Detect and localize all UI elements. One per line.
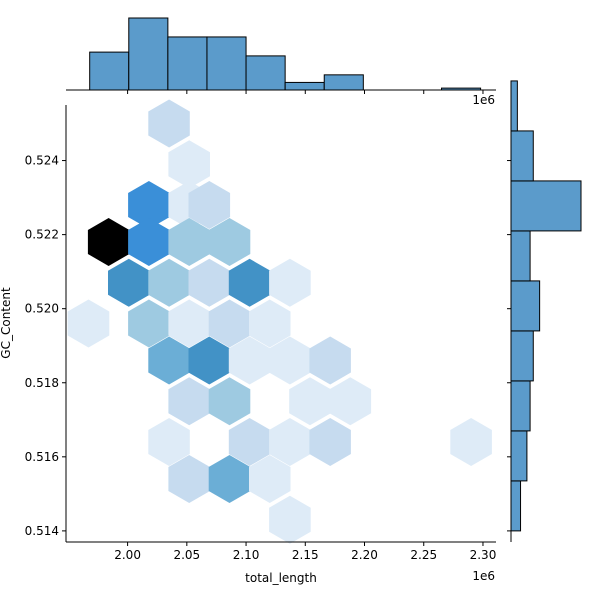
hexbin-cell-20 <box>188 336 231 385</box>
hexbin-cell-19 <box>148 336 190 385</box>
hexbin-cell-36 <box>269 495 311 544</box>
hexbin-layer <box>67 99 492 544</box>
top-hist-bar-2 <box>167 36 208 91</box>
hexbin-cell-32 <box>450 418 492 466</box>
hexbin-cell-12 <box>228 258 271 307</box>
top-hist-bar-0 <box>89 51 130 91</box>
hexbin-cell-21 <box>228 336 271 385</box>
y-tick-label-2: 0.518 <box>25 376 59 390</box>
hexbin-cell-17 <box>208 299 251 348</box>
hexbin-cell-14 <box>67 299 110 348</box>
hexbin-cell-24 <box>168 377 210 426</box>
hexbin-cell-6 <box>128 218 170 266</box>
y-tick-label-3: 0.520 <box>25 302 59 316</box>
hexbin-cell-0 <box>148 99 190 148</box>
x-tick-label-0: 2.00 <box>114 548 141 562</box>
y-tick-label-1: 0.516 <box>25 450 59 464</box>
hexbin-cell-5 <box>87 218 130 266</box>
x-tick-label-2: 2.10 <box>233 548 260 562</box>
hexbin-cell-4 <box>188 181 231 229</box>
hexbin-cell-27 <box>329 377 372 426</box>
right-hist-bar-3 <box>510 330 534 382</box>
top-hist-bar-6 <box>323 74 364 91</box>
hexbin-cell-31 <box>309 418 351 466</box>
top-offset-label: 1e6 <box>472 93 495 107</box>
hexbin-cell-15 <box>128 299 170 348</box>
hexbin-cell-35 <box>249 455 291 503</box>
hexbin-cell-13 <box>269 258 311 307</box>
right-hist-bar-8 <box>510 80 518 132</box>
right-hist-bar-5 <box>510 230 531 282</box>
right-hist-bar-0 <box>510 480 522 532</box>
hexbin-cell-1 <box>168 140 210 189</box>
hexbin-cell-28 <box>148 418 190 466</box>
x-tick-label-5: 2.25 <box>410 548 437 562</box>
right-hist-bar-6 <box>510 180 582 232</box>
y-axis-label: GC_Content <box>0 287 13 359</box>
y-tick-label-5: 0.524 <box>25 154 59 168</box>
right-hist-bar-4 <box>510 280 541 332</box>
x-offset-label: 1e6 <box>472 569 495 583</box>
hexbin-cell-33 <box>168 455 210 503</box>
x-axis-label: total_length <box>245 571 317 585</box>
hexbin-cell-10 <box>148 258 190 307</box>
hexbin-cell-2 <box>128 181 170 229</box>
hexbin-cell-25 <box>208 377 251 426</box>
right-hist-bar-2 <box>510 380 531 432</box>
right-hist-bar-1 <box>510 430 528 482</box>
axes-layer: 2.00 2.05 2.10 2.15 2.20 2.25 2.30 0.514 0.516 0.… <box>25 89 512 562</box>
hexbin-cell-23 <box>309 336 351 385</box>
top-marginal-histogram <box>89 17 482 91</box>
hexbin-cell-18 <box>249 299 291 348</box>
top-hist-bar-3 <box>206 36 247 91</box>
top-hist-bar-5 <box>284 81 325 91</box>
hexbin-cell-9 <box>108 258 150 307</box>
top-hist-bar-1 <box>128 17 169 91</box>
hexbin-cell-7 <box>168 218 210 266</box>
right-hist-bar-7 <box>510 130 534 182</box>
x-tick-label-4: 2.20 <box>351 548 378 562</box>
x-tick-label-6: 2.30 <box>470 548 497 562</box>
x-tick-label-3: 2.15 <box>292 548 319 562</box>
x-tick-label-1: 2.05 <box>173 548 200 562</box>
hexbin-cell-11 <box>188 258 231 307</box>
hexbin-cell-34 <box>208 455 251 503</box>
hexbin-cell-22 <box>269 336 311 385</box>
y-tick-label-0: 0.514 <box>25 524 59 538</box>
hexbin-cell-29 <box>228 418 271 466</box>
hexbin-cell-8 <box>208 218 251 266</box>
top-hist-bar-4 <box>245 55 286 91</box>
right-marginal-histogram <box>510 80 582 532</box>
hexbin-cell-26 <box>289 377 331 426</box>
hexbin-cell-16 <box>168 299 210 348</box>
y-tick-label-4: 0.522 <box>25 228 59 242</box>
hexbin-cell-30 <box>269 418 311 466</box>
